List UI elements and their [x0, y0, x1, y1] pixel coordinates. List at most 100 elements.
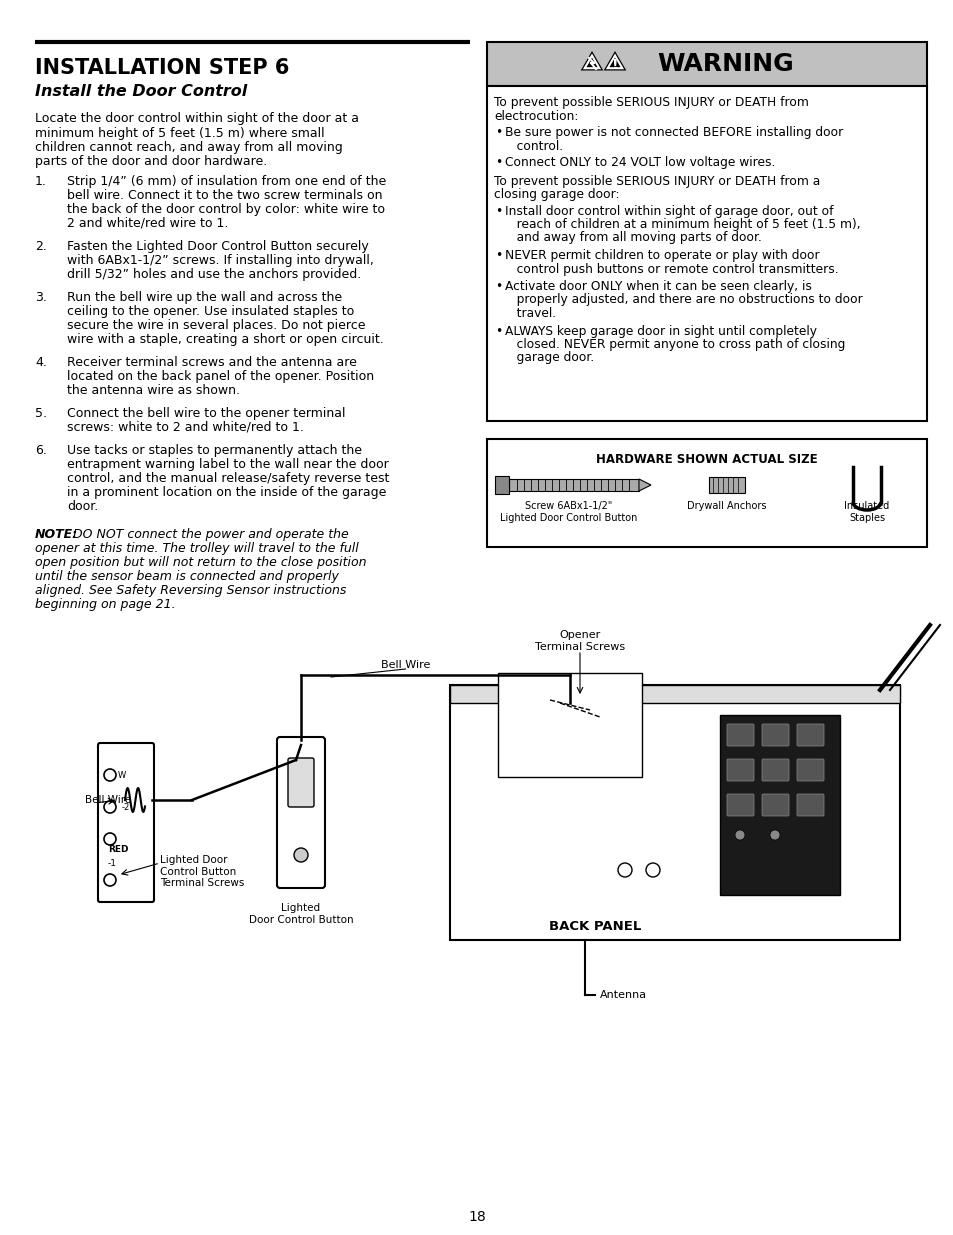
Circle shape [645, 863, 659, 877]
Text: ALWAYS keep garage door in sight until completely: ALWAYS keep garage door in sight until c… [504, 325, 816, 337]
Circle shape [618, 863, 631, 877]
Text: BACK PANEL: BACK PANEL [548, 920, 640, 932]
Text: Screw 6ABx1-1/2"
Lighted Door Control Button: Screw 6ABx1-1/2" Lighted Door Control Bu… [499, 501, 637, 522]
Text: control.: control. [504, 140, 562, 152]
Text: control, and the manual release/safety reverse test: control, and the manual release/safety r… [67, 472, 389, 485]
Text: garage door.: garage door. [504, 352, 594, 364]
Text: screws: white to 2 and white/red to 1.: screws: white to 2 and white/red to 1. [67, 421, 304, 433]
Text: the antenna wire as shown.: the antenna wire as shown. [67, 384, 240, 396]
Text: Lighted Door
Control Button
Terminal Screws: Lighted Door Control Button Terminal Scr… [160, 855, 244, 888]
Text: 3.: 3. [35, 291, 47, 304]
FancyBboxPatch shape [726, 794, 753, 816]
Text: parts of the door and door hardware.: parts of the door and door hardware. [35, 156, 267, 168]
Text: opener at this time. The trolley will travel to the full: opener at this time. The trolley will tr… [35, 542, 358, 555]
Text: travel.: travel. [504, 308, 556, 320]
Text: Opener
Terminal Screws: Opener Terminal Screws [535, 630, 624, 652]
Polygon shape [603, 51, 626, 70]
Text: and away from all moving parts of door.: and away from all moving parts of door. [504, 231, 761, 245]
Text: -2: -2 [122, 803, 131, 811]
Text: Install door control within sight of garage door, out of: Install door control within sight of gar… [504, 205, 833, 217]
FancyBboxPatch shape [497, 673, 641, 777]
FancyBboxPatch shape [276, 737, 325, 888]
FancyBboxPatch shape [98, 743, 153, 902]
Text: NOTE:: NOTE: [35, 529, 78, 541]
Text: Fasten the Lighted Door Control Button securely: Fasten the Lighted Door Control Button s… [67, 240, 369, 253]
Text: secure the wire in several places. Do not pierce: secure the wire in several places. Do no… [67, 319, 365, 332]
Text: electrocution:: electrocution: [494, 110, 578, 122]
Text: 2.: 2. [35, 240, 47, 253]
Text: 5.: 5. [35, 408, 47, 420]
Text: •: • [495, 249, 501, 262]
Text: Use tacks or staples to permanently attach the: Use tacks or staples to permanently atta… [67, 445, 361, 457]
FancyBboxPatch shape [796, 724, 823, 746]
FancyBboxPatch shape [761, 760, 788, 781]
FancyBboxPatch shape [288, 758, 314, 806]
Text: Insulated
Staples: Insulated Staples [843, 501, 889, 522]
FancyBboxPatch shape [486, 438, 926, 547]
Circle shape [104, 874, 116, 885]
Text: wire with a staple, creating a short or open circuit.: wire with a staple, creating a short or … [67, 333, 383, 346]
Text: 6.: 6. [35, 445, 47, 457]
Text: Antenna: Antenna [599, 990, 646, 1000]
Text: •: • [495, 126, 501, 140]
FancyBboxPatch shape [486, 42, 926, 86]
Text: HARDWARE SHOWN ACTUAL SIZE: HARDWARE SHOWN ACTUAL SIZE [596, 453, 817, 466]
Polygon shape [607, 56, 621, 68]
Text: •: • [495, 205, 501, 217]
Text: door.: door. [67, 500, 98, 513]
Text: INSTALLATION STEP 6: INSTALLATION STEP 6 [35, 58, 289, 78]
Text: Lighted
Door Control Button: Lighted Door Control Button [249, 903, 353, 925]
Text: 2 and white/red wire to 1.: 2 and white/red wire to 1. [67, 217, 228, 230]
Text: Bell Wire: Bell Wire [85, 795, 132, 805]
Text: DO NOT connect the power and operate the: DO NOT connect the power and operate the [73, 529, 349, 541]
FancyBboxPatch shape [509, 479, 639, 492]
Text: Be sure power is not connected BEFORE installing door: Be sure power is not connected BEFORE in… [504, 126, 842, 140]
Text: Connect ONLY to 24 VOLT low voltage wires.: Connect ONLY to 24 VOLT low voltage wire… [504, 156, 775, 169]
Text: Receiver terminal screws and the antenna are: Receiver terminal screws and the antenna… [67, 356, 356, 369]
Text: properly adjusted, and there are no obstructions to door: properly adjusted, and there are no obst… [504, 294, 862, 306]
Polygon shape [584, 56, 598, 68]
Text: •: • [495, 280, 501, 293]
Text: 1.: 1. [35, 175, 47, 188]
Circle shape [294, 848, 308, 862]
Text: Locate the door control within sight of the door at a: Locate the door control within sight of … [35, 112, 358, 125]
Circle shape [104, 769, 116, 781]
FancyBboxPatch shape [796, 794, 823, 816]
FancyBboxPatch shape [708, 477, 744, 493]
Text: Drywall Anchors: Drywall Anchors [686, 501, 766, 511]
Circle shape [769, 830, 780, 840]
Text: NEVER permit children to operate or play with door: NEVER permit children to operate or play… [504, 249, 819, 262]
Polygon shape [580, 51, 602, 70]
Text: aligned. See Safety Reversing Sensor instructions: aligned. See Safety Reversing Sensor ins… [35, 584, 346, 597]
FancyBboxPatch shape [450, 685, 899, 940]
Text: W: W [118, 771, 126, 779]
Text: -1: -1 [108, 858, 117, 867]
Text: WARNING: WARNING [657, 52, 793, 77]
Text: until the sensor beam is connected and properly: until the sensor beam is connected and p… [35, 571, 338, 583]
Text: control push buttons or remote control transmitters.: control push buttons or remote control t… [504, 263, 838, 275]
FancyBboxPatch shape [450, 685, 899, 703]
FancyBboxPatch shape [720, 715, 840, 895]
Text: closed. NEVER permit anyone to cross path of closing: closed. NEVER permit anyone to cross pat… [504, 338, 844, 351]
Text: minimum height of 5 feet (1.5 m) where small: minimum height of 5 feet (1.5 m) where s… [35, 126, 324, 140]
Text: drill 5/32” holes and use the anchors provided.: drill 5/32” holes and use the anchors pr… [67, 268, 361, 282]
Text: bell wire. Connect it to the two screw terminals on: bell wire. Connect it to the two screw t… [67, 189, 382, 203]
Text: •: • [495, 156, 501, 169]
FancyBboxPatch shape [761, 794, 788, 816]
Text: Strip 1/4” (6 mm) of insulation from one end of the: Strip 1/4” (6 mm) of insulation from one… [67, 175, 386, 188]
Text: Connect the bell wire to the opener terminal: Connect the bell wire to the opener term… [67, 408, 345, 420]
Text: reach of children at a minimum height of 5 feet (1.5 m),: reach of children at a minimum height of… [504, 219, 860, 231]
Text: in a prominent location on the inside of the garage: in a prominent location on the inside of… [67, 487, 386, 499]
Text: entrapment warning label to the wall near the door: entrapment warning label to the wall nea… [67, 458, 388, 471]
Text: !: ! [611, 58, 618, 72]
Text: open position but will not return to the close position: open position but will not return to the… [35, 556, 366, 569]
Text: RED: RED [108, 846, 129, 855]
Text: Activate door ONLY when it can be seen clearly, is: Activate door ONLY when it can be seen c… [504, 280, 811, 293]
Text: Run the bell wire up the wall and across the: Run the bell wire up the wall and across… [67, 291, 342, 304]
Text: •: • [495, 325, 501, 337]
Text: Install the Door Control: Install the Door Control [35, 84, 247, 99]
FancyBboxPatch shape [726, 760, 753, 781]
Text: the back of the door control by color: white wire to: the back of the door control by color: w… [67, 203, 385, 216]
FancyBboxPatch shape [726, 724, 753, 746]
FancyBboxPatch shape [761, 724, 788, 746]
